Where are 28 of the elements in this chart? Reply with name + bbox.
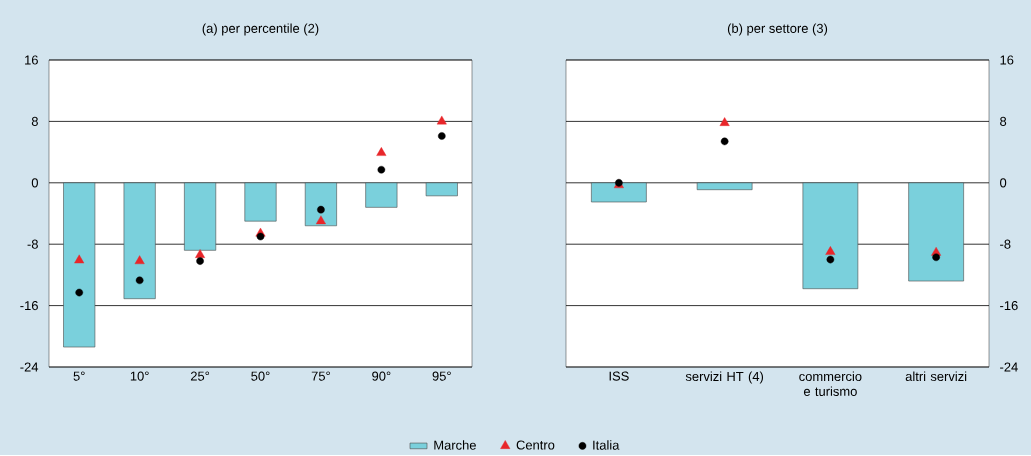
- chart-title: (a) per percentile (2): [202, 23, 319, 36]
- x-tick-label: altri servizi: [905, 371, 967, 382]
- x-tick-label: 10°: [130, 371, 149, 381]
- x-tick-label: 5°: [73, 371, 85, 381]
- x-tick-label: 90°: [372, 371, 391, 381]
- y-tick-label: 0: [1000, 178, 1007, 188]
- chart-title: (b) per settore (3): [727, 23, 828, 36]
- legend-label: Italia: [593, 440, 620, 450]
- y-tick-label: -24: [20, 362, 39, 372]
- x-tick-label: ISS: [609, 371, 629, 381]
- y-tick-label: -24: [1000, 362, 1018, 372]
- x-tick-label: servizi HT (4): [685, 371, 764, 384]
- legend-label: Marche: [434, 440, 476, 450]
- y-tick-label: -16: [1000, 301, 1018, 311]
- y-tick-label: 8: [31, 117, 38, 127]
- y-tick-label: -8: [27, 239, 38, 249]
- x-tick-label: 75°: [311, 371, 330, 381]
- y-tick-label: 16: [25, 55, 38, 65]
- y-tick-label: 8: [1000, 117, 1007, 127]
- y-tick-label: -8: [1000, 239, 1011, 249]
- y-tick-label: 16: [1000, 55, 1014, 65]
- x-tick-label: commercio e turismo: [799, 371, 862, 397]
- y-tick-label: 0: [31, 178, 38, 188]
- y-tick-label: -16: [20, 301, 38, 311]
- x-tick-label: 25°: [190, 371, 210, 381]
- legend-label: Centro: [516, 440, 555, 450]
- x-tick-label: 95°: [432, 371, 451, 381]
- x-tick-label: 50°: [251, 371, 270, 381]
